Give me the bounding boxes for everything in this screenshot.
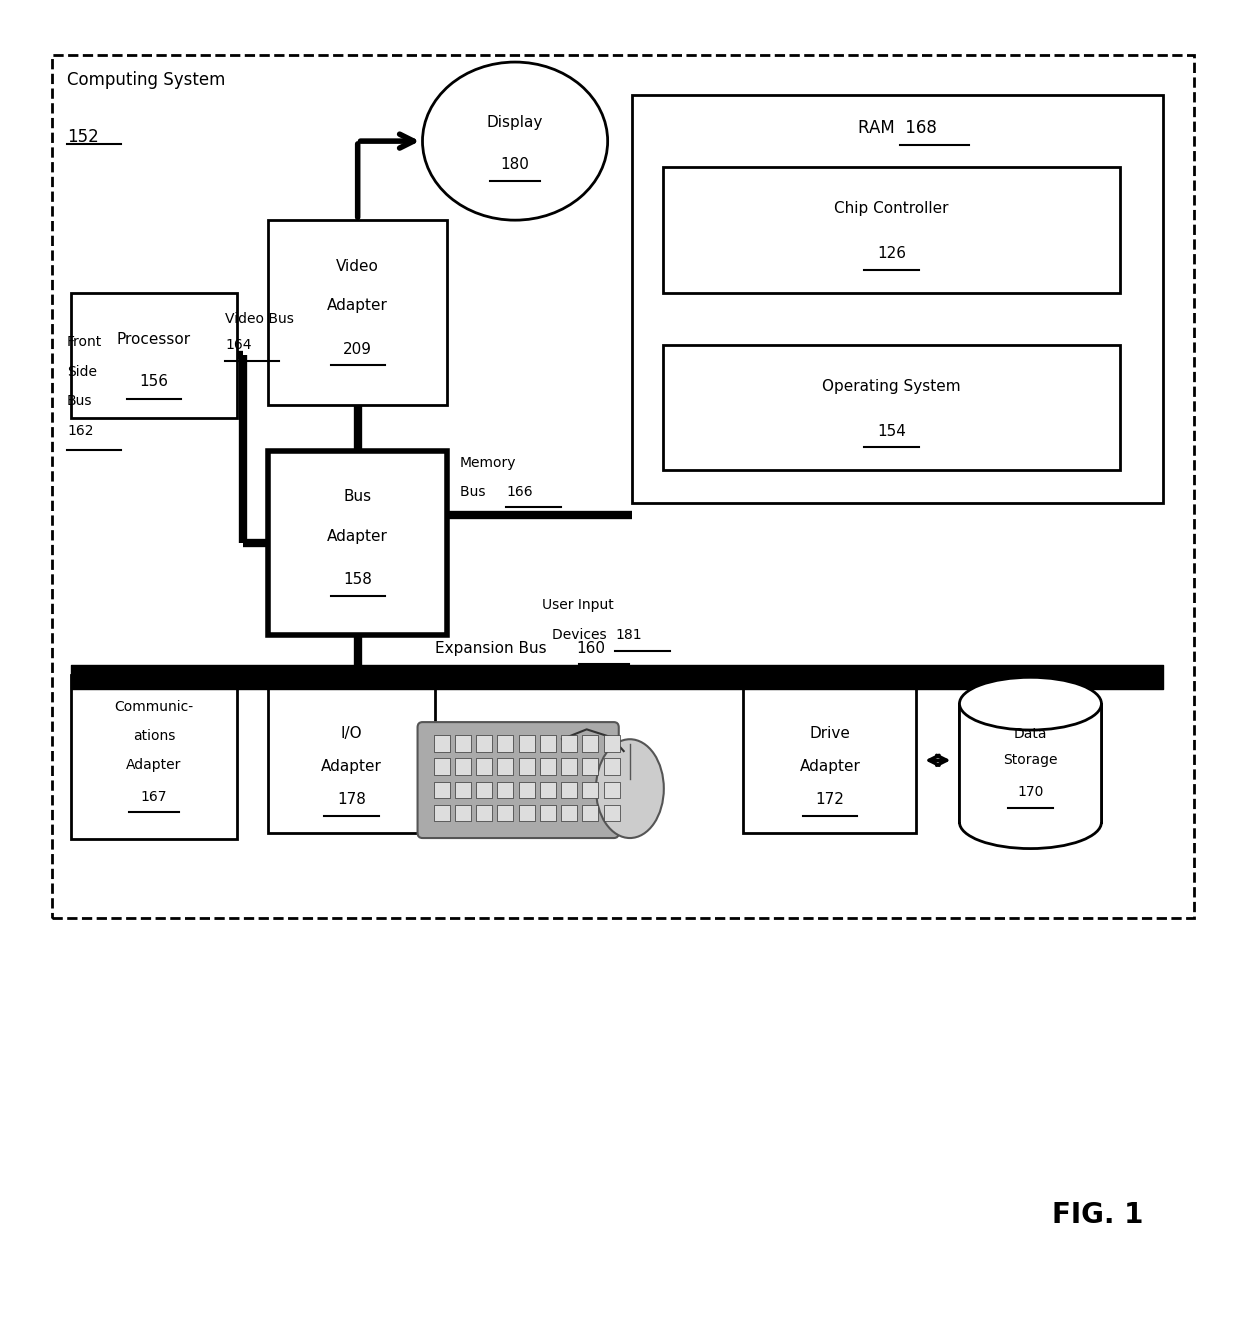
FancyBboxPatch shape	[434, 736, 450, 751]
FancyBboxPatch shape	[562, 758, 577, 775]
Text: Computing System: Computing System	[67, 71, 226, 89]
FancyBboxPatch shape	[476, 736, 492, 751]
FancyBboxPatch shape	[539, 804, 556, 820]
FancyBboxPatch shape	[604, 782, 620, 798]
Text: Adapter: Adapter	[800, 759, 861, 774]
FancyBboxPatch shape	[632, 95, 1163, 504]
FancyBboxPatch shape	[455, 804, 471, 820]
Text: 180: 180	[501, 157, 529, 172]
Text: Drive: Drive	[810, 726, 851, 741]
Text: 162: 162	[67, 425, 93, 438]
FancyBboxPatch shape	[518, 736, 534, 751]
FancyBboxPatch shape	[562, 736, 577, 751]
FancyBboxPatch shape	[497, 758, 513, 775]
Text: 181: 181	[615, 628, 642, 642]
Text: Display: Display	[487, 115, 543, 130]
Text: Adapter: Adapter	[327, 298, 388, 314]
Text: Devices: Devices	[552, 628, 615, 642]
FancyBboxPatch shape	[604, 736, 620, 751]
Text: Adapter: Adapter	[126, 758, 182, 771]
Ellipse shape	[596, 740, 663, 837]
FancyBboxPatch shape	[268, 451, 448, 635]
Text: I/O: I/O	[341, 726, 362, 741]
Text: Adapter: Adapter	[321, 759, 382, 774]
FancyBboxPatch shape	[663, 168, 1120, 292]
FancyBboxPatch shape	[518, 758, 534, 775]
FancyBboxPatch shape	[455, 736, 471, 751]
Text: 172: 172	[816, 792, 844, 807]
FancyBboxPatch shape	[476, 804, 492, 820]
Text: Memory: Memory	[460, 455, 516, 470]
Ellipse shape	[960, 796, 1101, 848]
Text: Communic-: Communic-	[114, 700, 193, 714]
FancyBboxPatch shape	[539, 736, 556, 751]
FancyBboxPatch shape	[71, 675, 237, 839]
Text: 166: 166	[506, 484, 533, 499]
FancyBboxPatch shape	[434, 782, 450, 798]
Text: Bus: Bus	[67, 394, 93, 407]
FancyBboxPatch shape	[744, 688, 916, 832]
Text: 126: 126	[877, 246, 906, 261]
FancyBboxPatch shape	[476, 782, 492, 798]
Text: 158: 158	[343, 573, 372, 587]
FancyBboxPatch shape	[476, 758, 492, 775]
Text: Processor: Processor	[117, 332, 191, 347]
FancyBboxPatch shape	[583, 736, 599, 751]
FancyBboxPatch shape	[562, 782, 577, 798]
Text: 154: 154	[877, 425, 906, 439]
FancyBboxPatch shape	[434, 804, 450, 820]
Ellipse shape	[423, 62, 608, 220]
FancyBboxPatch shape	[663, 345, 1120, 471]
Text: Operating System: Operating System	[822, 380, 961, 394]
FancyBboxPatch shape	[497, 736, 513, 751]
FancyBboxPatch shape	[434, 758, 450, 775]
FancyBboxPatch shape	[268, 688, 435, 832]
Text: Chip Controller: Chip Controller	[835, 201, 949, 217]
Text: 152: 152	[67, 128, 99, 146]
Text: 167: 167	[141, 790, 167, 803]
Text: RAM  168: RAM 168	[858, 119, 937, 138]
FancyBboxPatch shape	[518, 804, 534, 820]
FancyBboxPatch shape	[562, 804, 577, 820]
Text: Expansion Bus: Expansion Bus	[435, 640, 552, 656]
Text: ations: ations	[133, 729, 175, 744]
Text: 209: 209	[343, 341, 372, 357]
Text: Video: Video	[336, 259, 379, 274]
Text: Data: Data	[1014, 726, 1048, 741]
Text: Front: Front	[67, 335, 102, 348]
FancyArrowPatch shape	[929, 755, 946, 765]
Text: 170: 170	[1017, 785, 1044, 799]
FancyBboxPatch shape	[497, 804, 513, 820]
FancyBboxPatch shape	[604, 758, 620, 775]
FancyBboxPatch shape	[497, 782, 513, 798]
FancyBboxPatch shape	[960, 704, 1101, 822]
Text: 164: 164	[224, 339, 252, 352]
FancyBboxPatch shape	[539, 758, 556, 775]
FancyBboxPatch shape	[418, 722, 619, 837]
Text: User Input: User Input	[542, 598, 614, 611]
Text: Storage: Storage	[1003, 753, 1058, 767]
FancyBboxPatch shape	[583, 782, 599, 798]
FancyBboxPatch shape	[268, 220, 448, 405]
FancyBboxPatch shape	[604, 804, 620, 820]
Text: 178: 178	[337, 792, 366, 807]
Text: FIG. 1: FIG. 1	[1052, 1201, 1143, 1229]
FancyBboxPatch shape	[583, 804, 599, 820]
FancyBboxPatch shape	[455, 782, 471, 798]
Text: 156: 156	[139, 374, 169, 389]
Text: Video Bus: Video Bus	[224, 312, 294, 325]
Text: Bus: Bus	[460, 484, 490, 499]
Text: 160: 160	[577, 640, 606, 656]
FancyBboxPatch shape	[539, 782, 556, 798]
Text: Adapter: Adapter	[327, 529, 388, 544]
FancyBboxPatch shape	[518, 782, 534, 798]
FancyBboxPatch shape	[52, 56, 1194, 918]
Text: Bus: Bus	[343, 490, 372, 504]
FancyBboxPatch shape	[455, 758, 471, 775]
Text: Side: Side	[67, 365, 97, 378]
Ellipse shape	[960, 677, 1101, 730]
Ellipse shape	[960, 677, 1101, 730]
FancyBboxPatch shape	[71, 292, 237, 418]
FancyBboxPatch shape	[583, 758, 599, 775]
